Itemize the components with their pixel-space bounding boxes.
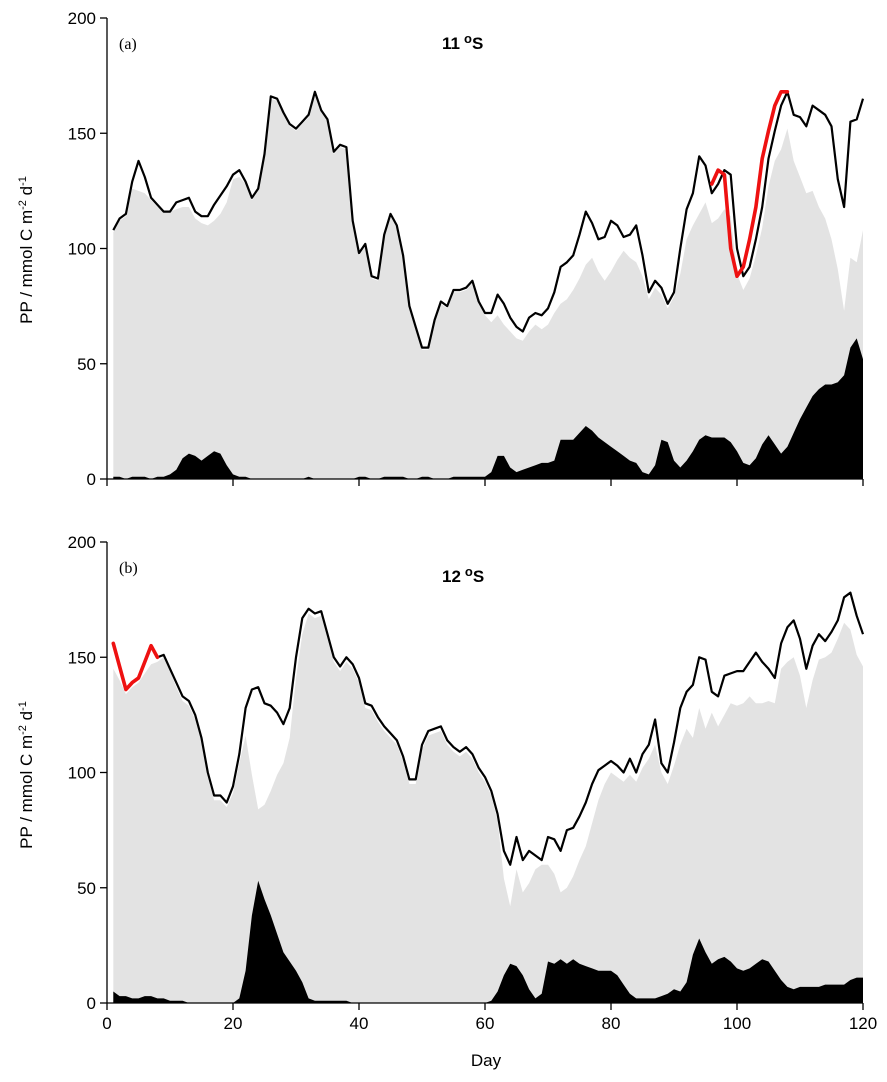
x-tick-label: 120 (849, 1014, 877, 1033)
y-tick-label: 50 (77, 879, 96, 898)
y-axis-label-b: PP / mmol C m-2 d-1 (17, 701, 36, 849)
highlight-line-series (111, 641, 160, 692)
panel-a: (a) 11 oS PP / mmol C m-2 d-1 0 50 100 150 20… (17, 9, 865, 489)
black-area-series (113, 880, 864, 1003)
y-tick-label: 0 (87, 470, 96, 489)
y-tick-label: 100 (68, 240, 96, 259)
panel-label-a: (a) (119, 36, 137, 53)
x-tick-label: 80 (602, 1014, 621, 1033)
y-tick-label: 100 (68, 764, 96, 783)
y-tick-label: 0 (87, 994, 96, 1013)
gray-area-series (113, 94, 864, 479)
x-tick-label: 20 (224, 1014, 243, 1033)
panel-b: (b) 12 oS PP / mmol C m-2 d-1 Day 0 50 100 1… (17, 533, 877, 1070)
x-axis-label: Day (471, 1051, 502, 1070)
total-line-series (112, 90, 865, 349)
panel-label-b: (b) (119, 560, 138, 577)
gray-area-series (113, 613, 864, 1003)
y-tick-label: 50 (77, 355, 96, 374)
x-tick-label: 60 (476, 1014, 495, 1033)
panel-title-a: 11 oS (442, 31, 483, 53)
y-tick-label: 200 (68, 9, 96, 28)
panel-title-b: 12 oS (442, 564, 484, 586)
highlight-line-series (709, 90, 790, 279)
y-axis-label-a: PP / mmol C m-2 d-1 (17, 176, 36, 324)
x-tick-label: 0 (102, 1014, 111, 1033)
x-tick-label: 40 (350, 1014, 369, 1033)
black-area-series (113, 338, 864, 479)
x-tick-label: 100 (723, 1014, 751, 1033)
y-tick-label: 200 (68, 533, 96, 552)
y-tick-label: 150 (68, 124, 96, 143)
y-tick-label: 150 (68, 648, 96, 667)
total-line-series (112, 591, 865, 866)
